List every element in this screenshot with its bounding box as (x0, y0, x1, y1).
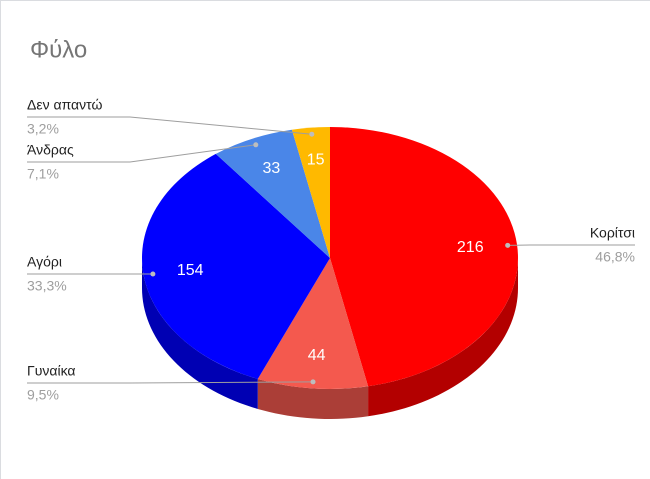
data-label: 33 (263, 160, 281, 177)
legend-label: Γυναίκα (27, 363, 76, 379)
pie-slice-side (142, 258, 258, 409)
data-label: 15 (307, 151, 325, 168)
leader-dot (309, 131, 315, 137)
pie-slice (330, 127, 518, 387)
legend-label: Αγόρι (27, 254, 62, 270)
leader-dot (253, 142, 259, 148)
percent-label: 9,5% (27, 387, 59, 403)
leader-line (27, 116, 312, 135)
data-label: 44 (308, 347, 326, 364)
pie-slice-side (368, 258, 518, 417)
legend-label: Άνδρας (27, 142, 74, 158)
data-label: 154 (177, 262, 204, 279)
pie-slice (257, 258, 369, 389)
leader-line (27, 381, 314, 384)
legend-label: Κορίτσι (590, 225, 635, 241)
chart-title: Φύλο (30, 36, 87, 63)
leader-dot (505, 242, 511, 248)
leader-dot (150, 271, 156, 277)
pie-slice-side (257, 378, 369, 419)
pie-slice (215, 129, 330, 258)
percent-label: 3,2% (27, 121, 59, 137)
pie-slice (291, 127, 330, 258)
legend-label: Δεν απαντώ (27, 97, 102, 113)
percent-label: 7,1% (27, 166, 59, 182)
data-label: 216 (457, 239, 484, 256)
percent-label: 33,3% (27, 278, 67, 294)
leader-dot (310, 379, 316, 385)
pie-slice (142, 153, 330, 379)
percent-label: 46,8% (595, 249, 635, 265)
leader-line (27, 144, 256, 163)
